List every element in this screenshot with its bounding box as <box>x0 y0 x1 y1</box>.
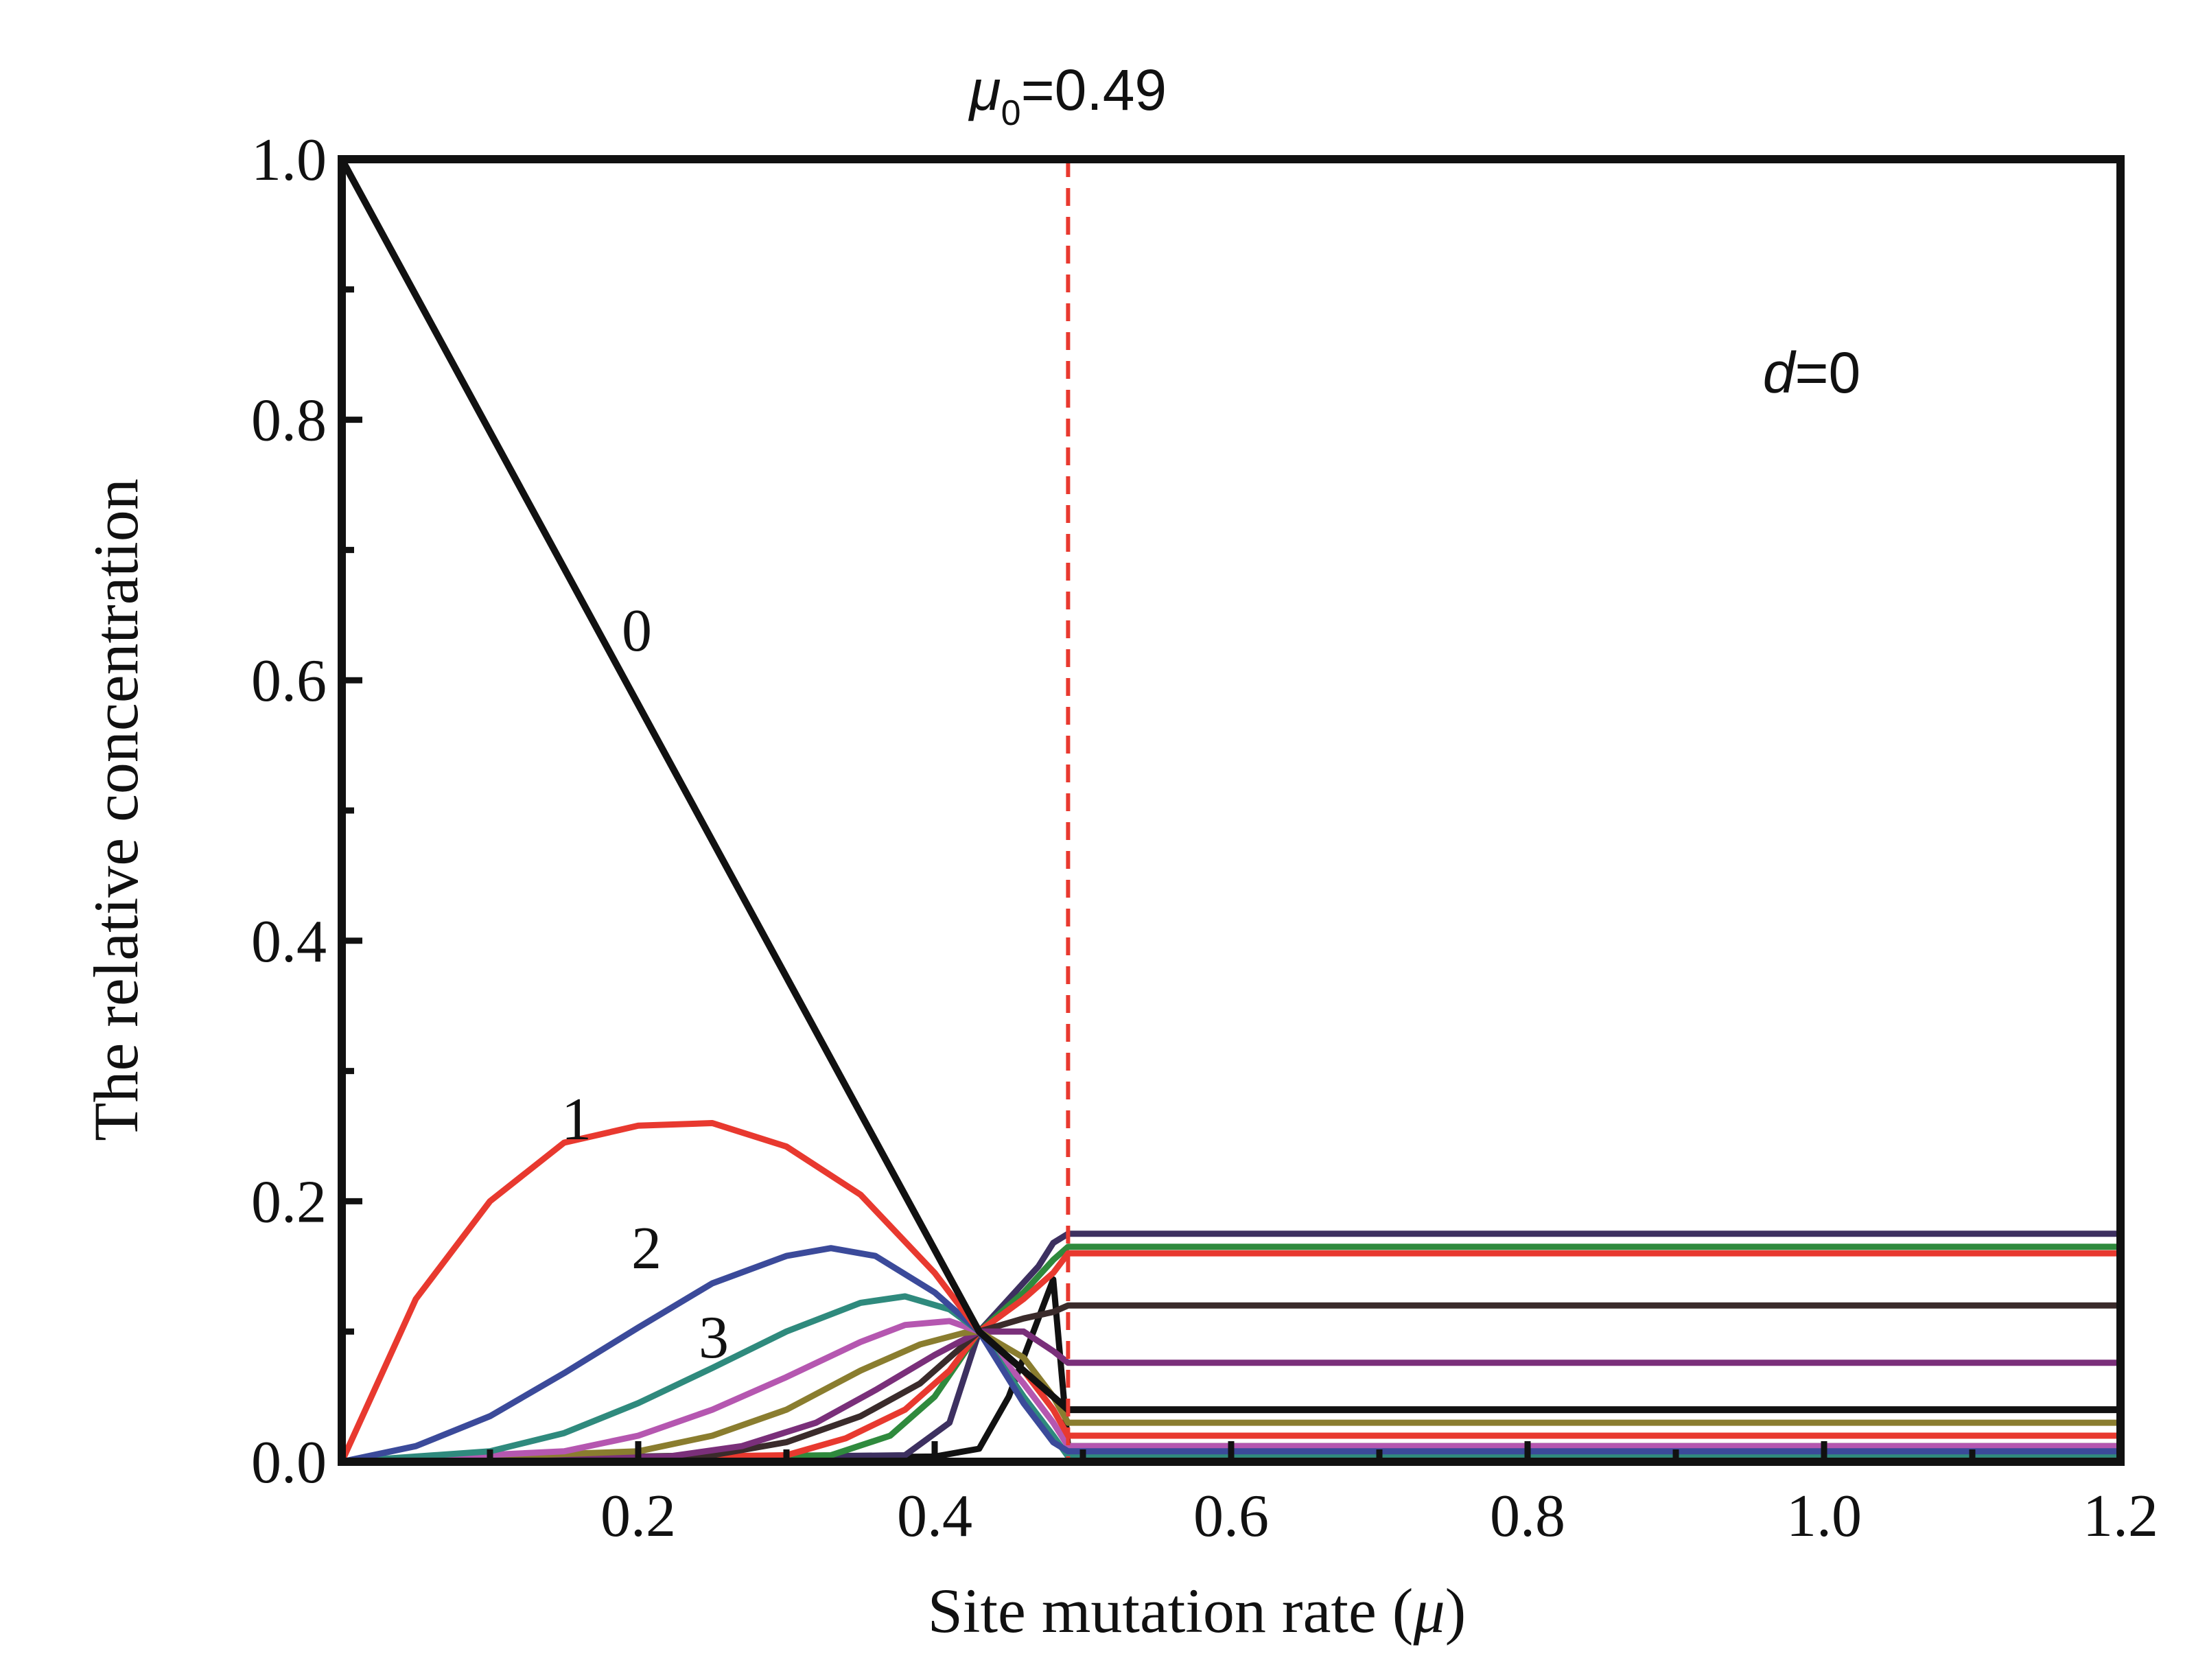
curve-label-0: 0 <box>622 598 652 664</box>
curve-label-3: 3 <box>699 1305 729 1371</box>
y-tick-label: 1.0 <box>251 127 327 194</box>
series-line-2 <box>338 1245 2124 1465</box>
x-tick-label: 0.4 <box>897 1483 972 1550</box>
series-line-8 <box>338 1250 2124 1465</box>
x-tick-label: 1.0 <box>1786 1483 1862 1550</box>
threshold-label-sub: 0 <box>1001 93 1021 133</box>
series-line-1 <box>338 1120 2124 1465</box>
y-tick-label: 0.8 <box>251 388 327 454</box>
x-axis-label-suffix: ) <box>1445 1576 1467 1646</box>
x-tick-label: 1.2 <box>2083 1483 2158 1550</box>
y-tick-label: 0.2 <box>251 1169 327 1235</box>
threshold-label-value: =0.49 <box>1021 58 1167 122</box>
y-tick-label: 0.6 <box>251 648 327 714</box>
series-line-9 <box>338 1244 2124 1465</box>
text-layer: 0.0 0.2 0.4 0.6 0.8 1.0 0.2 0.4 0.6 0.8 1.0 1.2 Site… <box>81 58 2158 1646</box>
axes-layer <box>338 155 2125 1466</box>
series-line-0 <box>338 156 2124 1414</box>
x-axis-label-prefix: Site mutation rate ( <box>928 1576 1414 1646</box>
series-line-10 <box>338 1230 2124 1465</box>
curve-label-2: 2 <box>631 1215 662 1282</box>
series-layer <box>338 156 2124 1465</box>
annotation-d: d=0 <box>1763 340 1861 405</box>
annotation-var: d <box>1763 340 1797 405</box>
curve-label-1: 1 <box>561 1086 592 1153</box>
y-tick-label: 0.0 <box>251 1430 327 1496</box>
y-tick-label: 0.4 <box>251 909 327 975</box>
x-tick-label: 0.8 <box>1490 1483 1565 1550</box>
series-line-7 <box>338 1302 2124 1465</box>
series-line-6 <box>338 1328 2124 1465</box>
y-axis-label: The relative concentration <box>81 478 151 1141</box>
threshold-label-var: μ <box>968 58 1001 122</box>
x-axis-label: Site mutation rate (μ) <box>928 1576 1467 1646</box>
series-line-4 <box>338 1318 2124 1465</box>
x-tick-label: 0.2 <box>600 1483 676 1550</box>
series-line-3 <box>338 1293 2124 1465</box>
annotation-value: =0 <box>1795 340 1860 405</box>
x-axis-label-var: μ <box>1412 1576 1445 1646</box>
x-tick-label: 0.6 <box>1193 1483 1269 1550</box>
threshold-label: μ0=0.49 <box>968 58 1167 133</box>
